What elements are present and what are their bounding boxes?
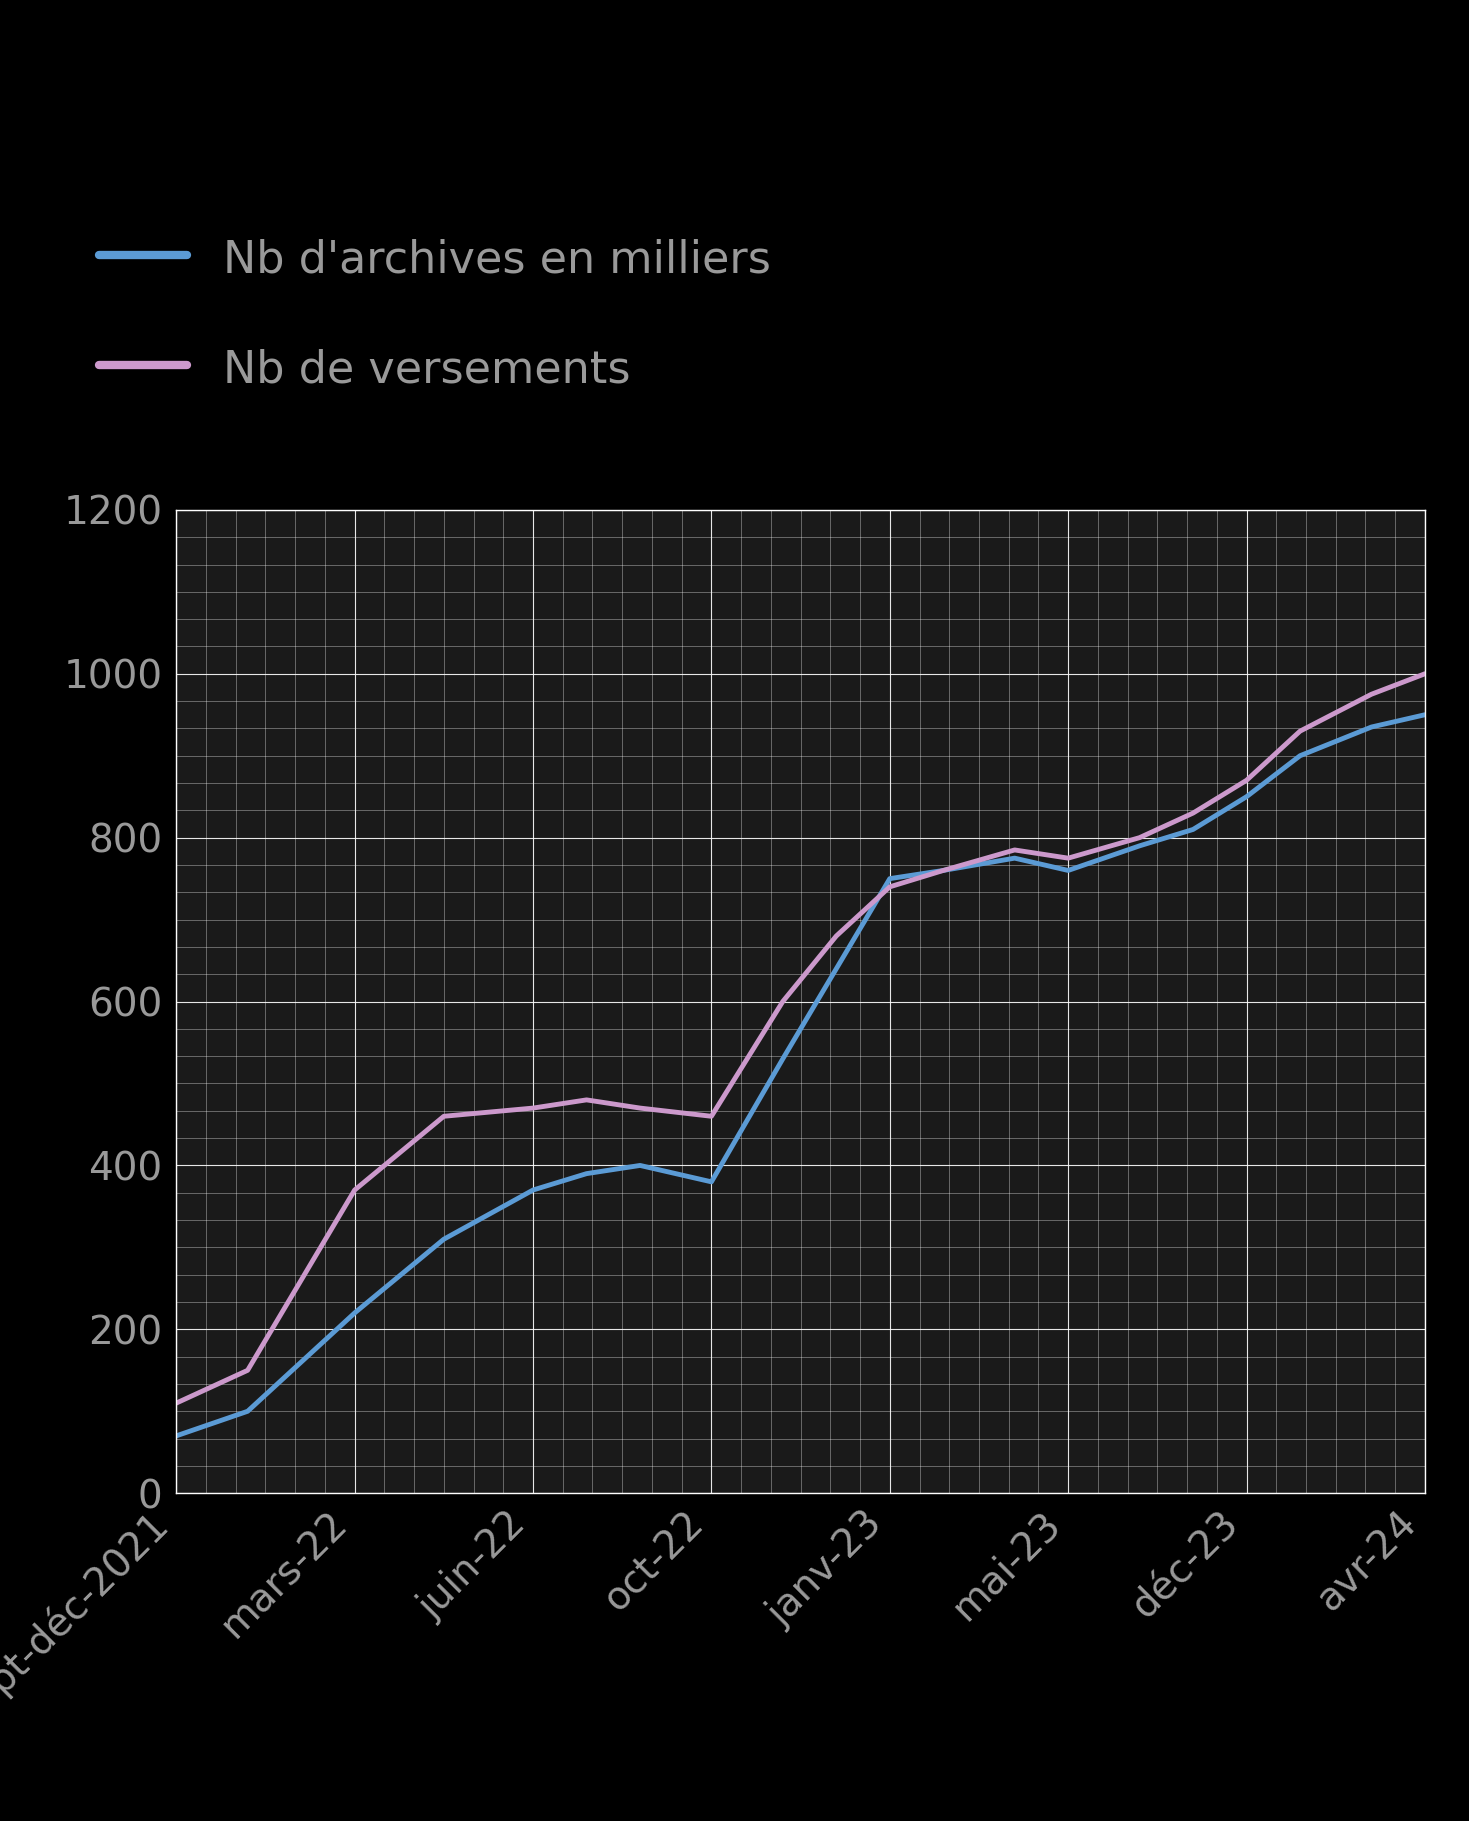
Nb de versements <box>577 1089 595 1111</box>
Nb d'archives en milliers <box>702 1171 720 1193</box>
Nb de versements <box>167 1393 185 1415</box>
Nb d'archives en milliers <box>774 1049 792 1071</box>
Nb de versements <box>1238 768 1256 790</box>
Nb de versements <box>1363 683 1381 705</box>
Nb de versements <box>524 1096 542 1118</box>
Nb de versements <box>1184 801 1202 823</box>
Nb d'archives en milliers <box>1238 787 1256 809</box>
Nb de versements <box>1006 839 1024 861</box>
Nb de versements <box>345 1180 363 1202</box>
Nb d'archives en milliers <box>1131 834 1149 858</box>
Nb d'archives en milliers <box>167 1426 185 1448</box>
Nb d'archives en milliers <box>1291 745 1309 767</box>
Line: Nb de versements: Nb de versements <box>176 674 1425 1404</box>
Nb de versements <box>632 1096 649 1118</box>
Nb de versements <box>1416 663 1434 685</box>
Nb d'archives en milliers <box>524 1180 542 1202</box>
Nb de versements <box>881 876 899 898</box>
Nb d'archives en milliers <box>577 1164 595 1185</box>
Nb d'archives en milliers <box>435 1229 452 1251</box>
Nb d'archives en milliers <box>1416 705 1434 727</box>
Legend: Nb d'archives en milliers, Nb de versements: Nb d'archives en milliers, Nb de verseme… <box>98 237 771 392</box>
Nb de versements <box>239 1358 257 1382</box>
Nb d'archives en milliers <box>1006 847 1024 869</box>
Line: Nb d'archives en milliers: Nb d'archives en milliers <box>176 716 1425 1437</box>
Nb de versements <box>1059 847 1077 869</box>
Nb d'archives en milliers <box>345 1302 363 1324</box>
Nb d'archives en milliers <box>239 1400 257 1422</box>
Nb d'archives en milliers <box>827 958 845 980</box>
Nb de versements <box>702 1105 720 1127</box>
Nb de versements <box>1291 719 1309 743</box>
Nb d'archives en milliers <box>1059 860 1077 881</box>
Nb de versements <box>1131 827 1149 849</box>
Nb d'archives en milliers <box>1184 819 1202 841</box>
Nb de versements <box>774 991 792 1012</box>
Nb de versements <box>435 1105 452 1127</box>
Nb de versements <box>827 925 845 947</box>
Nb d'archives en milliers <box>632 1155 649 1176</box>
Nb d'archives en milliers <box>934 860 952 881</box>
Nb d'archives en milliers <box>1363 716 1381 738</box>
Nb de versements <box>934 860 952 881</box>
Nb d'archives en milliers <box>881 869 899 890</box>
